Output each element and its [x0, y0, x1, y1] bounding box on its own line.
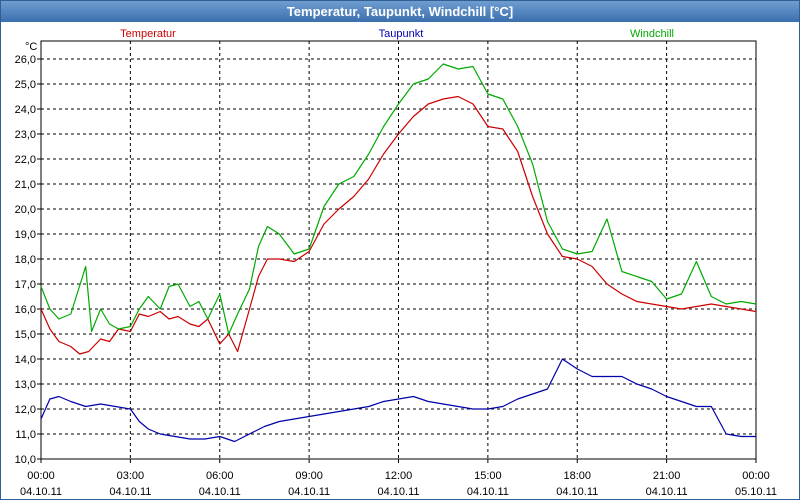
- y-tick-label: 16,0: [15, 304, 36, 316]
- y-tick-label: 21,0: [15, 179, 36, 191]
- y-tick-label: 11,0: [15, 429, 36, 441]
- x-tick-time: 15:00: [474, 470, 502, 482]
- y-tick-label: 15,0: [15, 329, 36, 341]
- x-tick-time: 09:00: [295, 470, 323, 482]
- x-tick-time: 06:00: [206, 470, 234, 482]
- y-tick-label: 17,0: [15, 279, 36, 291]
- y-tick-label: 14,0: [15, 354, 36, 366]
- y-tick-label: 26,0: [15, 54, 36, 66]
- x-tick-date: 04.10.11: [646, 486, 688, 498]
- y-tick-label: 23,0: [15, 129, 36, 141]
- x-tick-date: 04.10.11: [556, 486, 598, 498]
- y-axis-label: °C: [25, 41, 37, 53]
- x-tick-time: 00:00: [742, 470, 770, 482]
- x-tick-time: 21:00: [653, 470, 681, 482]
- window-title: Temperatur, Taupunkt, Windchill [°C]: [1, 1, 799, 22]
- series-line-taupunkt: [40, 358, 756, 443]
- series-lines: [40, 63, 757, 443]
- y-tick-label: 20,0: [15, 204, 36, 216]
- series-line-temperatur: [40, 95, 757, 355]
- x-tick-date: 04.10.11: [377, 486, 419, 498]
- series-line-windchill: [40, 63, 757, 335]
- y-tick-label: 22,0: [15, 154, 36, 166]
- y-tick-label: 18,0: [15, 254, 36, 266]
- y-tick-label: 12,0: [15, 404, 36, 416]
- x-tick-date: 04.10.11: [20, 486, 62, 498]
- grid-lines: [41, 41, 756, 460]
- x-tick-date: 04.10.11: [109, 486, 151, 498]
- y-tick-label: 13,0: [15, 379, 36, 391]
- x-tick-date: 05.10.11: [735, 486, 777, 498]
- x-axis-ticks: 00:00 04.10.11 03:00 04.10.11 06:00 04.10.11 0…: [20, 459, 777, 498]
- x-tick-date: 04.10.11: [199, 486, 241, 498]
- x-tick-time: 00:00: [27, 470, 55, 482]
- x-tick-date: 04.10.11: [288, 486, 330, 498]
- x-tick-date: 04.10.11: [467, 486, 509, 498]
- legend-taupunkt: Taupunkt: [379, 28, 424, 40]
- y-tick-label: 10,0: [15, 454, 36, 466]
- x-tick-time: 18:00: [563, 470, 591, 482]
- x-tick-time: 12:00: [385, 470, 413, 482]
- legend: Temperatur Taupunkt Windchill: [120, 28, 674, 40]
- y-tick-label: 25,0: [15, 79, 36, 91]
- legend-temperatur: Temperatur: [120, 28, 176, 40]
- y-axis-ticks: 10,0 11,0 12,0 13,0 14,0 15,0 16,0 17,0 18,0 19,0…: [15, 54, 41, 466]
- y-tick-label: 24,0: [15, 104, 36, 116]
- y-tick-label: 19,0: [15, 229, 36, 241]
- legend-windchill: Windchill: [630, 28, 674, 40]
- x-tick-time: 03:00: [117, 470, 145, 482]
